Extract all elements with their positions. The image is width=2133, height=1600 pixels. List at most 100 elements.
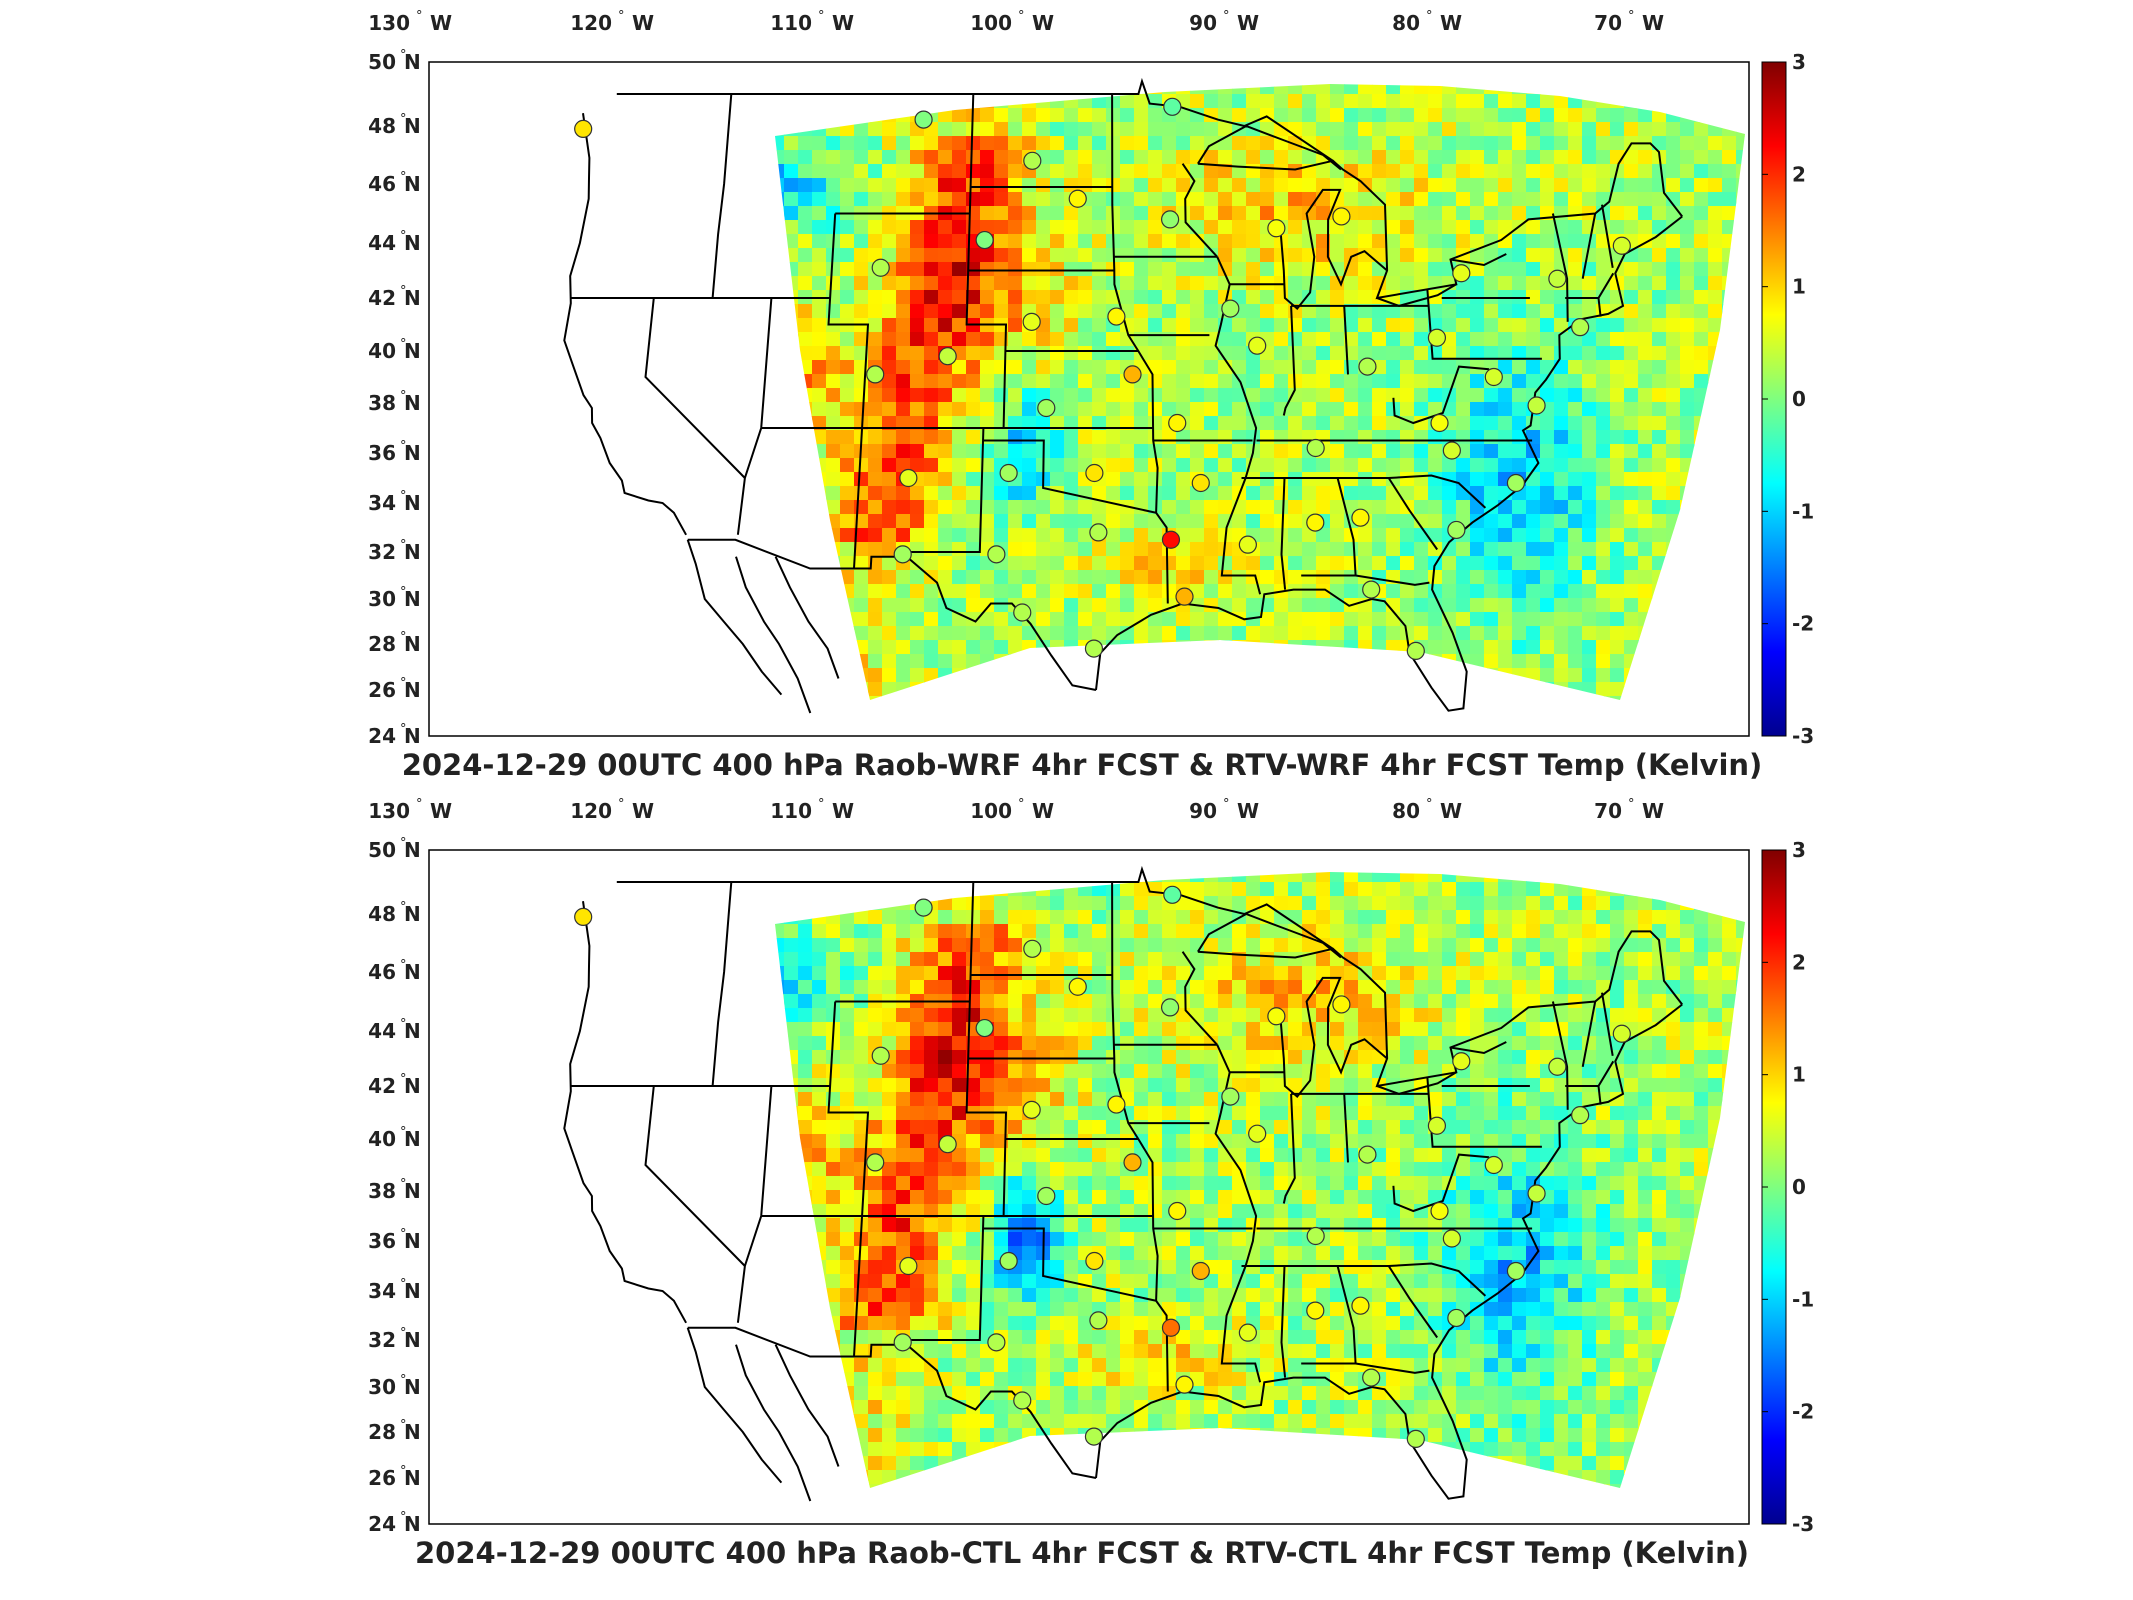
field-cell	[1442, 626, 1457, 641]
field-cell	[1372, 84, 1387, 95]
field-cell	[1064, 178, 1079, 193]
field-cell	[1106, 1218, 1121, 1233]
field-cell	[910, 668, 925, 683]
field-cell	[1232, 1344, 1247, 1359]
field-cell	[1372, 150, 1387, 165]
field-cell	[910, 318, 925, 333]
field-cell	[1106, 1344, 1121, 1359]
field-cell	[1288, 360, 1303, 375]
field-cell	[1232, 1190, 1247, 1205]
field-cell	[1064, 1400, 1079, 1415]
field-cell	[966, 220, 981, 235]
field-cell	[966, 402, 981, 417]
field-cell	[1260, 952, 1275, 967]
field-cell	[1680, 234, 1695, 249]
field-cell	[1610, 318, 1625, 333]
field-cell	[1008, 332, 1023, 347]
field-cell	[1260, 192, 1275, 207]
field-cell	[1190, 150, 1205, 165]
field-cell	[924, 1302, 939, 1317]
field-cell	[840, 234, 855, 249]
boundary-line	[1355, 574, 1430, 586]
field-cell	[882, 966, 897, 981]
field-cell	[980, 1358, 995, 1373]
field-cell	[868, 1078, 883, 1093]
field-cell	[1036, 1414, 1051, 1429]
field-cell	[1120, 346, 1135, 361]
field-cell	[1526, 122, 1541, 137]
field-cell	[1106, 1204, 1121, 1219]
field-cell	[1106, 1064, 1121, 1079]
field-cell	[952, 290, 967, 305]
field-cell	[1106, 1050, 1121, 1065]
field-cell	[1022, 1008, 1037, 1023]
field-cell	[1624, 514, 1639, 529]
field-cell	[1260, 514, 1275, 529]
field-cell	[1176, 1134, 1191, 1149]
field-cell	[1078, 924, 1093, 939]
field-cell	[1260, 1288, 1275, 1303]
field-cell	[1666, 472, 1681, 487]
field-cell	[1218, 612, 1233, 627]
field-cell	[1008, 626, 1023, 641]
field-cell	[896, 1022, 911, 1037]
field-cell	[1064, 472, 1079, 487]
degree-mark: °	[400, 112, 407, 127]
field-cell	[1106, 1190, 1121, 1205]
field-cell	[812, 994, 827, 1009]
degree-mark: °	[400, 170, 407, 185]
field-cell	[840, 1232, 855, 1247]
field-cell	[1134, 952, 1149, 967]
field-cell	[1148, 542, 1163, 557]
field-cell	[1232, 444, 1247, 459]
field-cell	[1680, 318, 1695, 333]
field-cell	[840, 1190, 855, 1205]
field-cell	[1190, 220, 1205, 235]
field-cell	[1540, 290, 1555, 305]
field-cell	[1302, 528, 1317, 543]
field-cell	[840, 388, 855, 403]
field-cell	[1498, 192, 1513, 207]
field-cell	[1232, 1036, 1247, 1051]
field-cell	[1666, 248, 1681, 263]
field-cell	[868, 136, 883, 151]
field-cell	[1316, 416, 1331, 431]
field-cell	[952, 598, 967, 613]
field-cell	[1316, 318, 1331, 333]
field-cell	[1190, 542, 1205, 557]
field-cell	[1176, 1162, 1191, 1177]
field-cell	[1554, 514, 1569, 529]
field-cell	[1008, 980, 1023, 995]
field-cell	[1190, 1330, 1205, 1345]
field-cell	[1722, 178, 1737, 193]
field-cell	[1554, 318, 1569, 333]
field-cell	[938, 966, 953, 981]
field-cell	[1288, 248, 1303, 263]
field-cell	[1274, 1246, 1289, 1261]
field-cell	[1442, 584, 1457, 599]
field-cell	[826, 192, 841, 207]
field-cell	[1540, 570, 1555, 585]
field-cell	[868, 1372, 883, 1387]
field-cell	[1008, 206, 1023, 221]
field-cell	[952, 304, 967, 319]
field-cell	[1638, 570, 1653, 585]
field-cell	[994, 304, 1009, 319]
field-cell	[896, 612, 911, 627]
raob-site-marker	[987, 545, 1006, 564]
field-cell	[896, 1036, 911, 1051]
field-cell	[1386, 626, 1401, 641]
field-cell	[1092, 598, 1107, 613]
field-cell	[1484, 276, 1499, 291]
field-cell	[1470, 164, 1485, 179]
field-cell	[1092, 938, 1107, 953]
field-cell	[1596, 276, 1611, 291]
field-cell	[1162, 570, 1177, 585]
field-cell	[882, 1120, 897, 1135]
field-cell	[966, 332, 981, 347]
field-cell	[1372, 318, 1387, 333]
field-cell	[980, 1092, 995, 1107]
field-cell	[1540, 668, 1555, 683]
field-cell	[1498, 332, 1513, 347]
field-cell	[1582, 388, 1597, 403]
